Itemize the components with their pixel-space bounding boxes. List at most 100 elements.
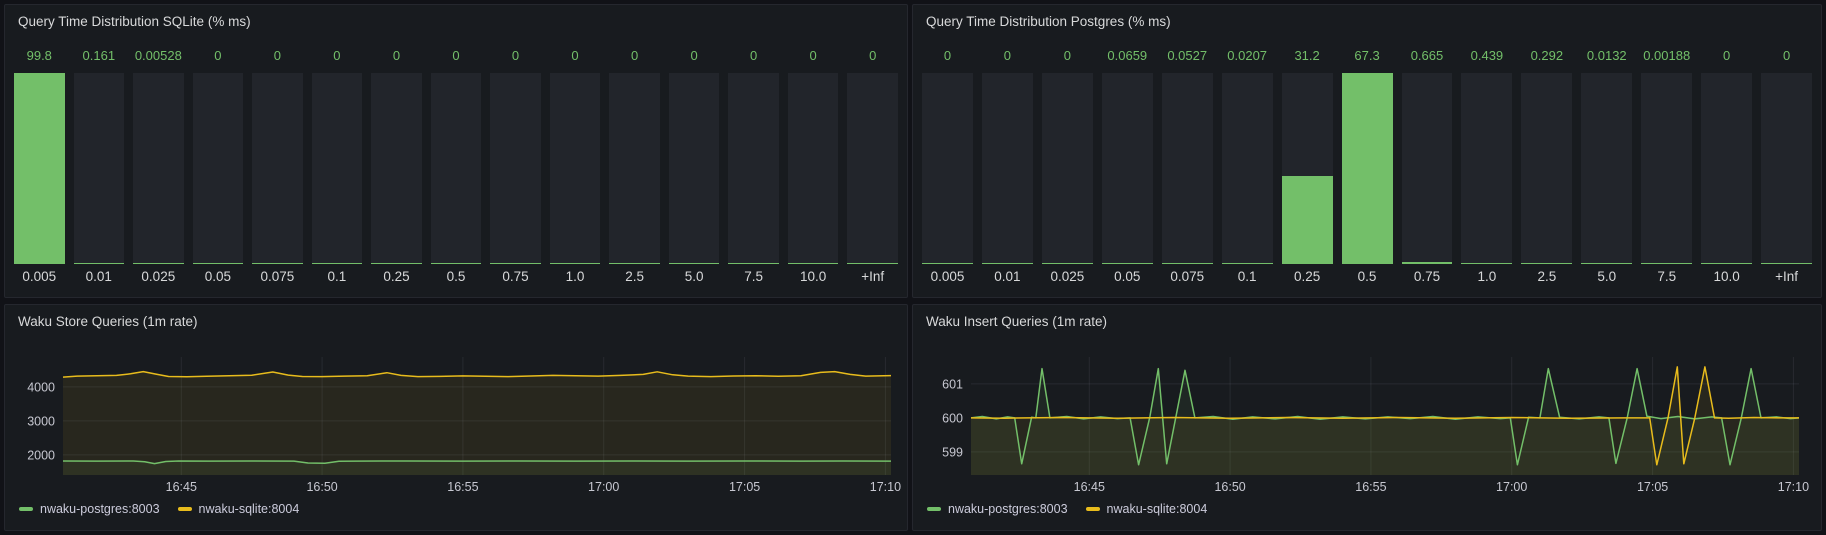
bar-value-label: 0.0132 bbox=[1586, 48, 1627, 63]
bar-fill bbox=[728, 262, 779, 264]
bar-5.0[interactable] bbox=[1581, 73, 1633, 264]
y-tick-label: 600 bbox=[942, 411, 963, 425]
bar-fill bbox=[73, 262, 125, 264]
bar-fill bbox=[192, 262, 244, 264]
bar-0.025[interactable] bbox=[1041, 73, 1093, 264]
bar-bucket-label: 2.5 bbox=[1537, 269, 1557, 284]
bar-value-label: 0 bbox=[869, 48, 877, 63]
bar-gauge-postgres: 0 0.005 0 0.01 0 0.025 0.0659 0.05 0.0527 0.075 0.… bbox=[913, 46, 1821, 284]
x-tick-label: 16:55 bbox=[1355, 480, 1386, 494]
bar-value-label: 0 bbox=[333, 48, 341, 63]
bar-column-5.0: 0.0132 5.0 bbox=[1581, 46, 1633, 284]
bar-bucket-label: 0.025 bbox=[141, 269, 176, 284]
bar-0.075[interactable] bbox=[252, 73, 303, 264]
bar-bucket-label: 0.25 bbox=[383, 269, 410, 284]
bar-2.5[interactable] bbox=[609, 73, 660, 264]
bar-column-0.25: 31.2 0.25 bbox=[1281, 46, 1333, 284]
bar-0.5[interactable] bbox=[1341, 73, 1393, 264]
legend-item-nwaku-postgres[interactable]: nwaku-postgres:8003 bbox=[19, 502, 160, 516]
x-tick-label: 17:10 bbox=[870, 480, 901, 494]
bar-bucket-label: 10.0 bbox=[800, 269, 827, 284]
bar-fill bbox=[1161, 262, 1213, 264]
series-line-nwaku-sqlite:8004[interactable] bbox=[970, 366, 1799, 466]
panel-title-waku-store-queries[interactable]: Waku Store Queries (1m rate) bbox=[18, 314, 198, 329]
bar-value-label: 0 bbox=[809, 48, 817, 63]
bar-0.75[interactable] bbox=[490, 73, 541, 264]
bar-column-2.5: 0 2.5 bbox=[609, 46, 660, 284]
bar-0.75[interactable] bbox=[1401, 73, 1453, 264]
bar-fill bbox=[430, 262, 482, 264]
bar-value-label: 0.0207 bbox=[1227, 48, 1268, 63]
bar-bucket-label: 1.0 bbox=[565, 269, 585, 284]
legend-swatch-green bbox=[19, 507, 33, 511]
y-tick-label: 4000 bbox=[27, 380, 55, 394]
bar-+Inf[interactable] bbox=[847, 73, 898, 264]
bar-bucket-label: 0.005 bbox=[930, 269, 965, 284]
bar-0.1[interactable] bbox=[311, 73, 363, 264]
bar-7.5[interactable] bbox=[1641, 73, 1693, 264]
legend-item-nwaku-sqlite[interactable]: nwaku-sqlite:8004 bbox=[177, 502, 299, 516]
bar-0.005[interactable] bbox=[14, 73, 65, 264]
legend-item-nwaku-postgres[interactable]: nwaku-postgres:8003 bbox=[927, 502, 1068, 516]
bar-fill bbox=[1701, 262, 1753, 264]
bar-bucket-label: 0.025 bbox=[1050, 269, 1085, 284]
x-tick-label: 16:50 bbox=[1214, 480, 1245, 494]
panel-title-query-time-sqlite[interactable]: Query Time Distribution SQLite (% ms) bbox=[18, 14, 251, 29]
bar-column-0.075: 0.0527 0.075 bbox=[1161, 46, 1213, 284]
bar-5.0[interactable] bbox=[668, 73, 720, 264]
store-queries-plot-area[interactable]: 2000 3000 4000 16:45 16:50 16:55 17:00 17:05 17:… bbox=[11, 331, 903, 497]
bar-0.1[interactable] bbox=[1221, 73, 1273, 264]
panel-title-query-time-postgres[interactable]: Query Time Distribution Postgres (% ms) bbox=[926, 14, 1171, 29]
legend-item-nwaku-sqlite[interactable]: nwaku-sqlite:8004 bbox=[1085, 502, 1207, 516]
series-area-nwaku-sqlite:8004 bbox=[971, 366, 1799, 475]
legend-store-queries: nwaku-postgres:8003 nwaku-sqlite:8004 bbox=[5, 499, 907, 519]
bar-fill bbox=[609, 262, 660, 264]
bar-value-label: 31.2 bbox=[1294, 48, 1320, 63]
bar-column-0.5: 67.3 0.5 bbox=[1341, 46, 1393, 284]
bar-value-label: 0.439 bbox=[1470, 48, 1504, 63]
bar-column-0.1: 0.0207 0.1 bbox=[1221, 46, 1273, 284]
panel-title-waku-insert-queries[interactable]: Waku Insert Queries (1m rate) bbox=[926, 314, 1108, 329]
bar-column-0.05: 0 0.05 bbox=[192, 46, 244, 284]
bar-gauge-sqlite: 99.8 0.005 0.161 0.01 0.00528 0.025 0 0.05 0 0.07… bbox=[5, 46, 907, 284]
bar-value-label: 0 bbox=[1723, 48, 1731, 63]
bar-0.5[interactable] bbox=[430, 73, 482, 264]
bar-1.0[interactable] bbox=[1461, 73, 1513, 264]
bar-10.0[interactable] bbox=[787, 73, 839, 264]
y-tick-label: 2000 bbox=[27, 448, 55, 462]
bar-bucket-label: 5.0 bbox=[1597, 269, 1617, 284]
bar-bucket-label: 10.0 bbox=[1713, 269, 1740, 284]
bar-column-1.0: 0 1.0 bbox=[549, 46, 601, 284]
bar-10.0[interactable] bbox=[1701, 73, 1753, 264]
bar-0.01[interactable] bbox=[73, 73, 125, 264]
bar-column-5.0: 0 5.0 bbox=[668, 46, 720, 284]
bar-0.01[interactable] bbox=[981, 73, 1033, 264]
bar-1.0[interactable] bbox=[549, 73, 601, 264]
bar-0.075[interactable] bbox=[1161, 73, 1213, 264]
bar-+Inf[interactable] bbox=[1761, 73, 1813, 264]
bar-column-7.5: 0 7.5 bbox=[728, 46, 779, 284]
bar-bucket-label: 0.05 bbox=[204, 269, 231, 284]
bar-2.5[interactable] bbox=[1521, 73, 1573, 264]
insert-queries-plot-area[interactable]: 599 600 601 16:45 16:50 16:55 17:00 17:05 17:10 bbox=[919, 331, 1811, 497]
bar-7.5[interactable] bbox=[728, 73, 779, 264]
series-line-nwaku-postgres:8003[interactable] bbox=[62, 460, 892, 465]
bar-bucket-label: 0.05 bbox=[1114, 269, 1141, 284]
bar-value-label: 0 bbox=[1063, 48, 1071, 63]
series-area-nwaku-sqlite:8004 bbox=[63, 371, 891, 475]
bar-value-label: 0 bbox=[1782, 48, 1791, 63]
bar-bucket-label: 0.1 bbox=[1237, 269, 1257, 284]
series-line-nwaku-sqlite:8004[interactable] bbox=[62, 370, 892, 378]
bar-value-label: 0 bbox=[571, 48, 579, 63]
bar-fill bbox=[14, 73, 65, 264]
bar-0.05[interactable] bbox=[192, 73, 244, 264]
bar-0.25[interactable] bbox=[371, 73, 422, 264]
bar-bucket-label: 7.5 bbox=[744, 269, 764, 284]
bar-0.05[interactable] bbox=[1101, 73, 1153, 264]
bar-0.25[interactable] bbox=[1281, 73, 1333, 264]
bar-0.025[interactable] bbox=[133, 73, 184, 264]
series-area-nwaku-postgres:8003 bbox=[63, 461, 891, 475]
x-tick-label: 17:00 bbox=[1496, 480, 1527, 494]
bar-0.005[interactable] bbox=[922, 73, 973, 264]
